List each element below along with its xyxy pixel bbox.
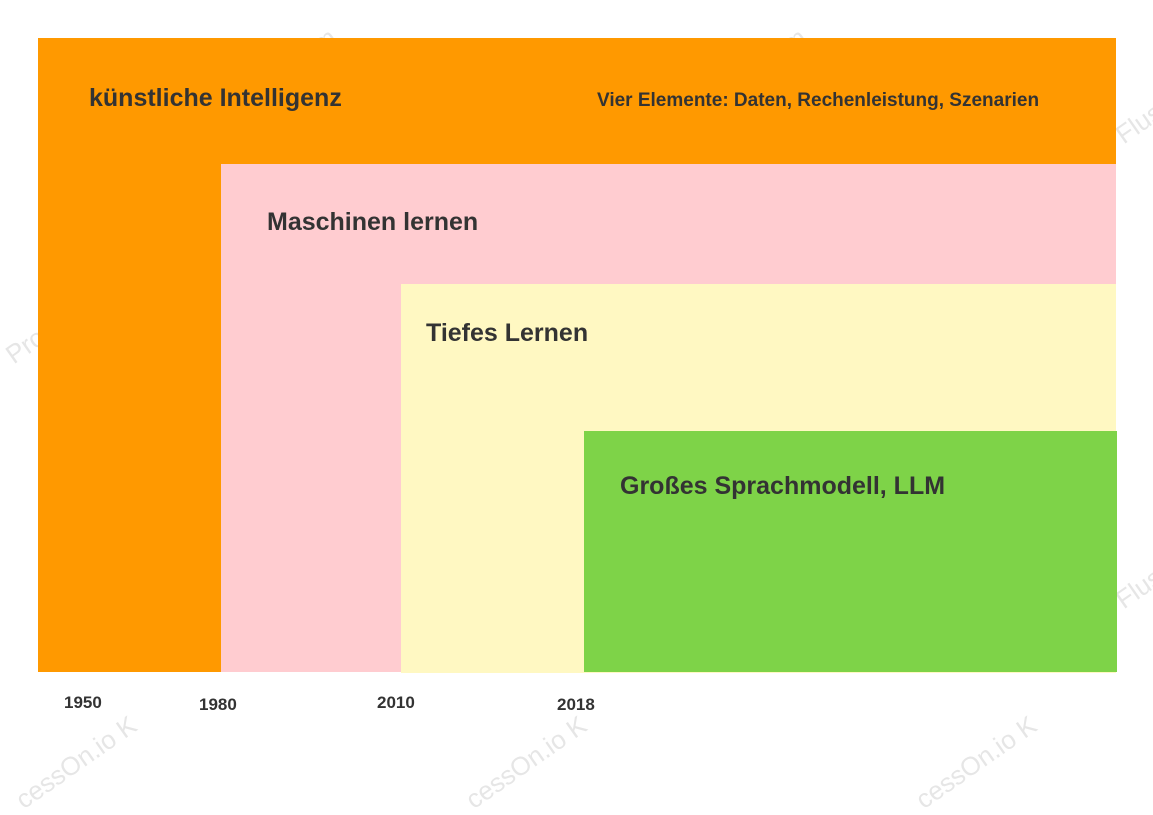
year-2010: 2010 [377, 693, 415, 712]
llm-region [584, 431, 1117, 672]
watermark: Flus [1110, 96, 1153, 150]
year-1980: 1980 [199, 695, 237, 714]
watermark: cessOn.io K [910, 709, 1043, 815]
watermark: cessOn.io K [460, 709, 593, 815]
ai-label: künstliche Intelligenz [89, 84, 342, 112]
ml-label: Maschinen lernen [267, 208, 479, 236]
watermark: cessOn.io K [10, 709, 143, 815]
year-1950: 1950 [64, 693, 102, 712]
ai-note: Vier Elemente: Daten, Rechenleistung, Sz… [597, 90, 1040, 111]
llm-label: Großes Sprachmodell, LLM [620, 472, 946, 500]
year-2018: 2018 [557, 695, 595, 714]
dl-label: Tiefes Lernen [426, 319, 589, 347]
